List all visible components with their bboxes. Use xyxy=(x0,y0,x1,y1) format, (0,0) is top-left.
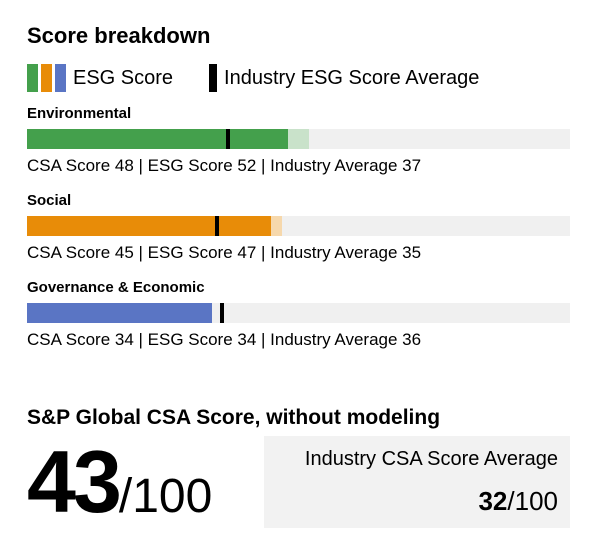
section-environmental: Environmental CSA Score 48 | ESG Score 5… xyxy=(27,105,570,176)
csa-score-fill xyxy=(27,216,272,236)
blue-stripe-icon xyxy=(55,64,66,92)
industry-csa-average-number: 32 xyxy=(478,486,508,516)
legend: ESG Score Industry ESG Score Average xyxy=(27,64,570,92)
section-label: Governance & Economic xyxy=(27,279,205,296)
industry-average-tick xyxy=(220,303,225,323)
legend-industry-average-label: Industry ESG Score Average xyxy=(224,66,480,89)
csa-score-denominator: /100 xyxy=(118,470,213,523)
industry-csa-average-label: Industry CSA Score Average xyxy=(304,448,558,470)
environmental-bar xyxy=(27,129,570,149)
orange-stripe-icon xyxy=(41,64,52,92)
csa-score-fill xyxy=(27,129,288,149)
social-bar xyxy=(27,216,570,236)
section-detail: CSA Score 34 | ESG Score 34 | Industry A… xyxy=(27,330,422,349)
industry-average-tick-icon xyxy=(209,64,218,92)
industry-average-tick xyxy=(215,216,220,236)
csa-score-value: 43 /100 xyxy=(27,438,212,526)
csa-score-heading: S&P Global CSA Score, without modeling xyxy=(27,406,441,429)
score-sections: Environmental CSA Score 48 | ESG Score 5… xyxy=(27,105,570,350)
esg-score-swatch-icon xyxy=(27,64,66,92)
csa-score-number: 43 xyxy=(27,432,122,531)
panel-title: Score breakdown xyxy=(27,23,211,48)
section-detail: CSA Score 48 | ESG Score 52 | Industry A… xyxy=(27,156,422,175)
industry-csa-average-score: 32/100 xyxy=(478,486,558,517)
green-stripe-icon xyxy=(27,64,38,92)
industry-average-tick xyxy=(225,129,230,149)
section-governance-economic: Governance & Economic CSA Score 34 | ESG… xyxy=(27,279,570,350)
industry-csa-average-box: Industry CSA Score Average 32/100 xyxy=(264,436,570,528)
csa-score-row: 43 /100 Industry CSA Score Average 32/10… xyxy=(27,436,570,528)
section-social: Social CSA Score 45 | ESG Score 47 | Ind… xyxy=(27,192,570,263)
csa-score-fill xyxy=(27,303,212,323)
legend-esg-score-label: ESG Score xyxy=(73,66,174,89)
section-detail: CSA Score 45 | ESG Score 47 | Industry A… xyxy=(27,243,422,262)
governance-bar xyxy=(27,303,570,323)
section-label: Social xyxy=(27,192,72,209)
section-label: Environmental xyxy=(27,105,132,122)
industry-csa-average-denominator: /100 xyxy=(507,486,558,516)
